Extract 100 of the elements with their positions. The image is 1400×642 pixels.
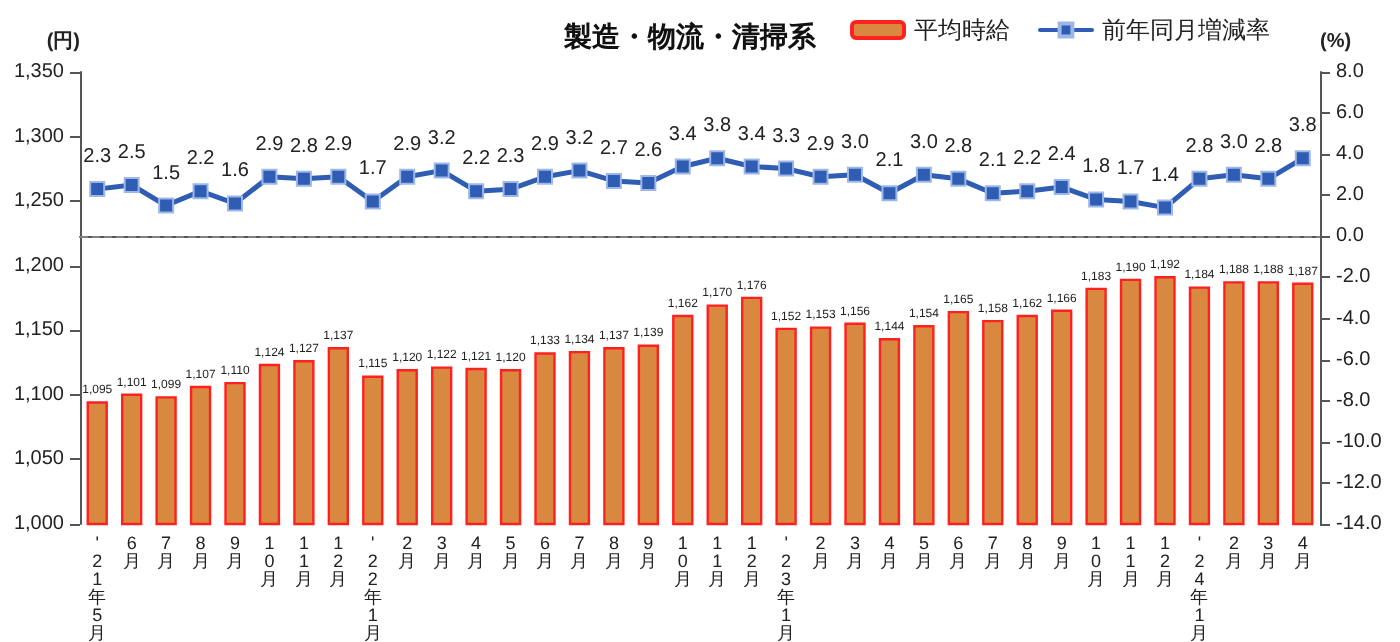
data-label: 1.7 xyxy=(1116,158,1146,181)
x-tick-label: 11月 xyxy=(294,533,313,589)
point xyxy=(709,150,726,167)
point xyxy=(399,168,416,185)
y2-tick-label: -6.0 xyxy=(1336,348,1372,371)
chart-title: 製造・物流・清掃系 xyxy=(562,20,818,52)
x-tick-label: 6月 xyxy=(949,533,968,571)
y2-tick-label: -2.0 xyxy=(1336,266,1372,289)
y2-tick-label: -10.0 xyxy=(1336,430,1383,453)
data-label: 3.8 xyxy=(703,115,732,138)
data-label: 2.2 xyxy=(186,148,216,171)
data-label: 2.2 xyxy=(462,148,491,171)
data-label: 2.9 xyxy=(324,133,354,156)
x-tick-label: '22年1月 xyxy=(363,533,382,642)
y2-tick-label: -8.0 xyxy=(1336,389,1372,412)
point xyxy=(123,177,140,193)
data-label: 3.3 xyxy=(772,125,801,148)
y2-tick-label: -14.0 xyxy=(1336,513,1383,535)
y-axis-title: (円) xyxy=(46,31,80,53)
point xyxy=(364,193,381,210)
data-label: 3.0 xyxy=(841,131,870,154)
data-label: 1.7 xyxy=(358,158,388,181)
x-tick-label: 3月 xyxy=(846,533,864,571)
x-tick-label: '23年1月 xyxy=(777,533,796,642)
y-tick-label: 1,200 xyxy=(13,254,65,277)
x-tick-label: 3月 xyxy=(432,533,451,571)
x-tick-label: 10月 xyxy=(260,533,279,589)
point xyxy=(1122,193,1139,210)
legend-label: 平均時給 xyxy=(914,16,1010,44)
x-tick-label: 4月 xyxy=(467,533,486,571)
x-tick-label: 4月 xyxy=(880,533,899,571)
data-label: 2.8 xyxy=(944,135,974,158)
data-label: 3.4 xyxy=(668,123,698,146)
point xyxy=(984,185,1001,202)
data-label: 2.8 xyxy=(1185,135,1215,158)
x-tick-label: 6月 xyxy=(122,533,141,571)
data-label: 2.6 xyxy=(634,139,664,162)
point xyxy=(1294,150,1311,167)
point xyxy=(640,174,657,191)
data-label: 2.9 xyxy=(531,133,560,156)
x-tick-label: 3月 xyxy=(1259,533,1278,571)
data-label: 2.8 xyxy=(1254,135,1284,158)
data-label: 3.0 xyxy=(909,131,939,154)
x-tick-label: 5月 xyxy=(914,533,933,571)
point xyxy=(537,168,553,185)
data-label: 2.2 xyxy=(1013,148,1042,171)
x-tick-label: 8月 xyxy=(191,533,210,571)
x-tick-label: 2月 xyxy=(398,533,417,571)
point xyxy=(950,170,967,187)
point xyxy=(674,158,691,175)
y2-tick-label: -12.0 xyxy=(1336,471,1383,494)
x-tick-label: 9月 xyxy=(639,533,658,571)
point xyxy=(261,168,278,185)
x-tick-label: 9月 xyxy=(226,533,244,571)
x-tick-label: 8月 xyxy=(604,533,623,571)
point xyxy=(295,170,312,187)
y2-tick-label: 2.0 xyxy=(1336,184,1365,207)
point xyxy=(571,162,588,179)
data-label: 1.8 xyxy=(1082,156,1111,179)
data-label: 3.0 xyxy=(1219,131,1249,154)
point xyxy=(743,158,760,175)
point xyxy=(330,168,347,185)
x-tick-label: 10月 xyxy=(673,533,692,589)
point xyxy=(227,195,243,212)
point xyxy=(468,183,485,200)
x-tick-label: 12月 xyxy=(742,533,761,589)
data-label: 3.2 xyxy=(427,127,457,150)
x-tick-label: 11月 xyxy=(708,533,727,589)
x-tick-label: 2月 xyxy=(811,533,830,571)
point xyxy=(881,185,898,202)
data-label: 2.9 xyxy=(806,133,836,156)
x-tick-label: '24年1月 xyxy=(1190,533,1209,642)
data-label: 3.2 xyxy=(565,127,595,150)
data-label: 3.4 xyxy=(737,123,767,146)
x-tick-label: 7月 xyxy=(570,533,589,571)
y2-tick-label: 6.0 xyxy=(1336,102,1365,125)
point xyxy=(605,172,622,189)
data-label: 2.8 xyxy=(289,135,319,158)
data-label: 2.3 xyxy=(496,146,526,169)
data-label: 2.9 xyxy=(255,133,285,156)
data-label: 2.3 xyxy=(83,146,112,169)
y-tick-label: 1,150 xyxy=(13,319,65,342)
x-tick-label: 11月 xyxy=(1121,533,1140,589)
x-tick-label: 6月 xyxy=(536,533,554,571)
y-tick-label: 1,100 xyxy=(13,383,65,406)
y-tick-label: 1,300 xyxy=(13,125,65,148)
x-tick-label: 7月 xyxy=(157,533,176,571)
legend-label: 前年同月増減率 xyxy=(1102,16,1270,44)
data-label: 1.6 xyxy=(221,160,250,183)
x-tick-label: 2月 xyxy=(1224,533,1243,571)
x-tick-label: 12月 xyxy=(329,533,348,589)
data-label: 1.5 xyxy=(152,162,181,185)
point xyxy=(778,160,795,177)
y2-tick-label: -4.0 xyxy=(1336,307,1372,330)
data-label: 2.4 xyxy=(1047,144,1077,167)
point xyxy=(1191,170,1208,187)
data-label: 3.8 xyxy=(1288,115,1318,138)
point xyxy=(1260,170,1277,187)
x-tick-label: 5月 xyxy=(501,533,520,571)
data-label: 2.7 xyxy=(599,137,629,160)
